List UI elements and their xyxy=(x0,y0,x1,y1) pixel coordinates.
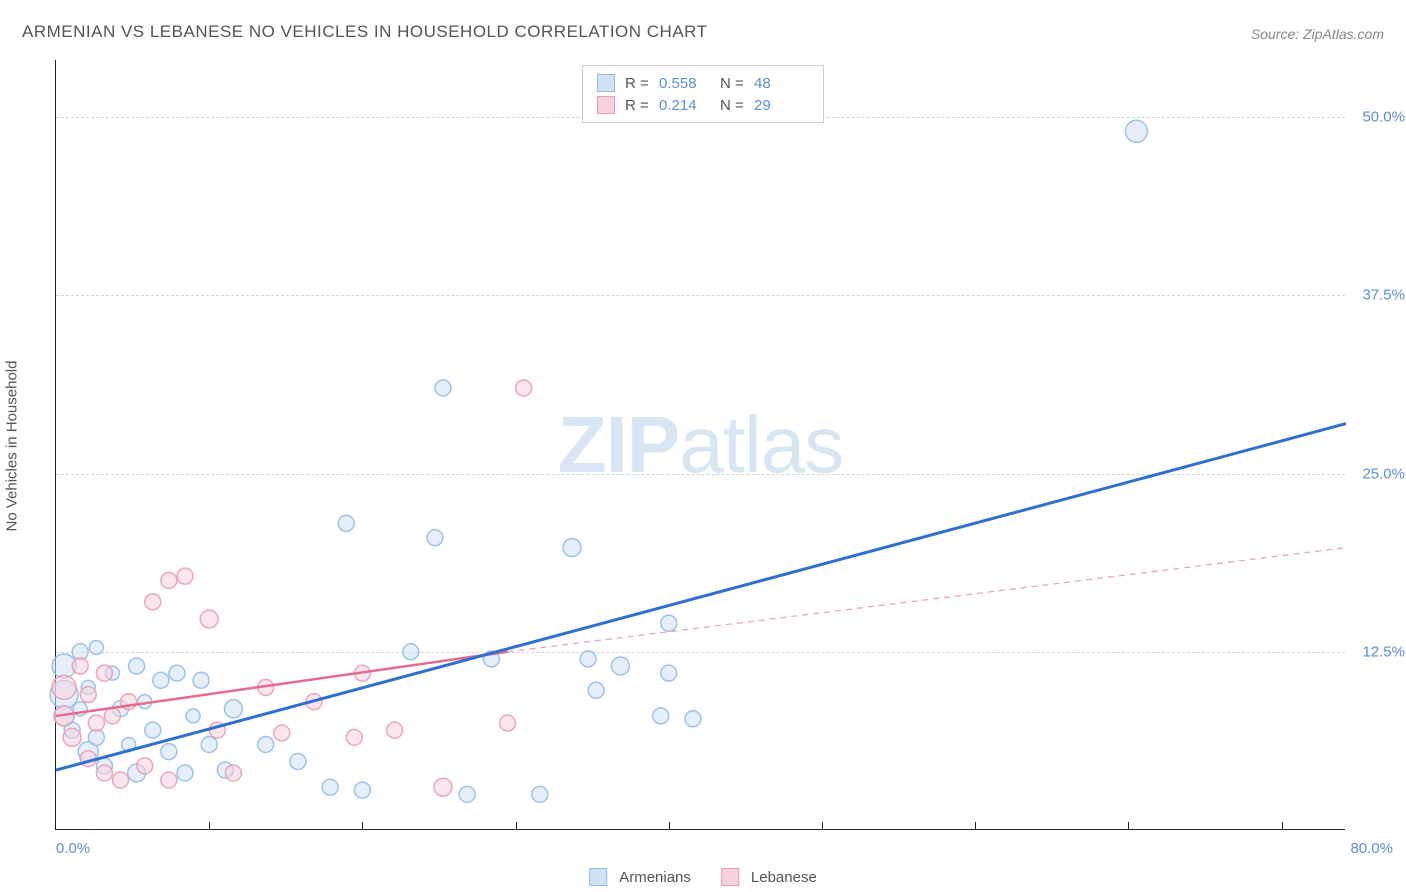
data-point[interactable] xyxy=(225,765,241,781)
data-point[interactable] xyxy=(161,572,177,588)
r-value: 0.214 xyxy=(659,97,714,114)
data-point[interactable] xyxy=(89,640,103,654)
x-axis-max-label: 80.0% xyxy=(1350,840,1393,857)
data-point[interactable] xyxy=(96,665,112,681)
data-point[interactable] xyxy=(611,657,629,675)
r-label: R = xyxy=(625,75,653,92)
data-point[interactable] xyxy=(161,744,177,760)
data-point[interactable] xyxy=(153,672,169,688)
legend-swatch xyxy=(597,74,615,92)
n-value: 48 xyxy=(754,75,809,92)
legend-stats: R = 0.558 N = 48 R = 0.214 N = 29 xyxy=(582,65,824,123)
data-point[interactable] xyxy=(104,708,120,724)
data-point[interactable] xyxy=(500,715,516,731)
data-point[interactable] xyxy=(145,594,161,610)
legend-swatch xyxy=(597,96,615,114)
data-point[interactable] xyxy=(129,658,145,674)
data-point[interactable] xyxy=(161,772,177,788)
data-point[interactable] xyxy=(258,736,274,752)
data-point[interactable] xyxy=(63,728,81,746)
r-label: R = xyxy=(625,97,653,114)
data-point[interactable] xyxy=(459,786,475,802)
n-label: N = xyxy=(720,97,748,114)
trend-line xyxy=(56,652,508,716)
legend-swatch xyxy=(721,868,739,886)
data-point[interactable] xyxy=(532,786,548,802)
data-point[interactable] xyxy=(177,765,193,781)
data-point[interactable] xyxy=(434,778,452,796)
data-point[interactable] xyxy=(661,615,677,631)
data-point[interactable] xyxy=(290,754,306,770)
data-point[interactable] xyxy=(354,782,370,798)
legend-series: Armenians Lebanese xyxy=(589,868,817,886)
data-point[interactable] xyxy=(580,651,596,667)
data-point[interactable] xyxy=(588,682,604,698)
data-point[interactable] xyxy=(274,725,290,741)
data-point[interactable] xyxy=(96,765,112,781)
plot-area: ZIPatlas 12.5%25.0%37.5%50.0% 0.0% 80.0% xyxy=(55,60,1345,830)
legend-label: Armenians xyxy=(619,869,691,886)
chart-svg xyxy=(56,60,1345,829)
trend-line xyxy=(508,548,1347,652)
data-point[interactable] xyxy=(563,539,581,557)
data-point[interactable] xyxy=(661,665,677,681)
legend-swatch xyxy=(589,868,607,886)
x-axis-ticks xyxy=(56,822,1345,830)
data-point[interactable] xyxy=(427,530,443,546)
data-point[interactable] xyxy=(403,644,419,660)
legend-stats-row: R = 0.214 N = 29 xyxy=(597,94,809,116)
data-point[interactable] xyxy=(113,772,129,788)
x-axis-min-label: 0.0% xyxy=(56,840,90,857)
legend-stats-row: R = 0.558 N = 48 xyxy=(597,72,809,94)
data-point[interactable] xyxy=(338,515,354,531)
source-attribution: Source: ZipAtlas.com xyxy=(1251,26,1384,42)
data-point[interactable] xyxy=(685,711,701,727)
legend-item[interactable]: Lebanese xyxy=(721,868,817,886)
data-point[interactable] xyxy=(137,758,153,774)
data-point[interactable] xyxy=(201,736,217,752)
data-point[interactable] xyxy=(52,675,76,699)
data-point[interactable] xyxy=(88,715,104,731)
data-point[interactable] xyxy=(72,658,88,674)
legend-item[interactable]: Armenians xyxy=(589,868,691,886)
y-tick-label: 37.5% xyxy=(1350,287,1405,304)
data-point[interactable] xyxy=(177,568,193,584)
r-value: 0.558 xyxy=(659,75,714,92)
data-point[interactable] xyxy=(653,708,669,724)
y-tick-label: 12.5% xyxy=(1350,643,1405,660)
chart-title: ARMENIAN VS LEBANESE NO VEHICLES IN HOUS… xyxy=(22,22,708,42)
data-point[interactable] xyxy=(387,722,403,738)
data-point[interactable] xyxy=(145,722,161,738)
n-value: 29 xyxy=(754,97,809,114)
data-point[interactable] xyxy=(80,687,96,703)
data-point[interactable] xyxy=(193,672,209,688)
y-tick-label: 50.0% xyxy=(1350,109,1405,126)
data-point[interactable] xyxy=(169,665,185,681)
n-label: N = xyxy=(720,75,748,92)
data-point[interactable] xyxy=(1125,120,1147,142)
data-point[interactable] xyxy=(516,380,532,396)
data-point[interactable] xyxy=(186,709,200,723)
y-axis-label: No Vehicles in Household xyxy=(4,361,21,532)
y-tick-label: 25.0% xyxy=(1350,465,1405,482)
data-point[interactable] xyxy=(435,380,451,396)
data-point[interactable] xyxy=(322,779,338,795)
legend-label: Lebanese xyxy=(751,869,817,886)
data-point[interactable] xyxy=(200,610,218,628)
data-point[interactable] xyxy=(224,700,242,718)
data-point[interactable] xyxy=(346,729,362,745)
